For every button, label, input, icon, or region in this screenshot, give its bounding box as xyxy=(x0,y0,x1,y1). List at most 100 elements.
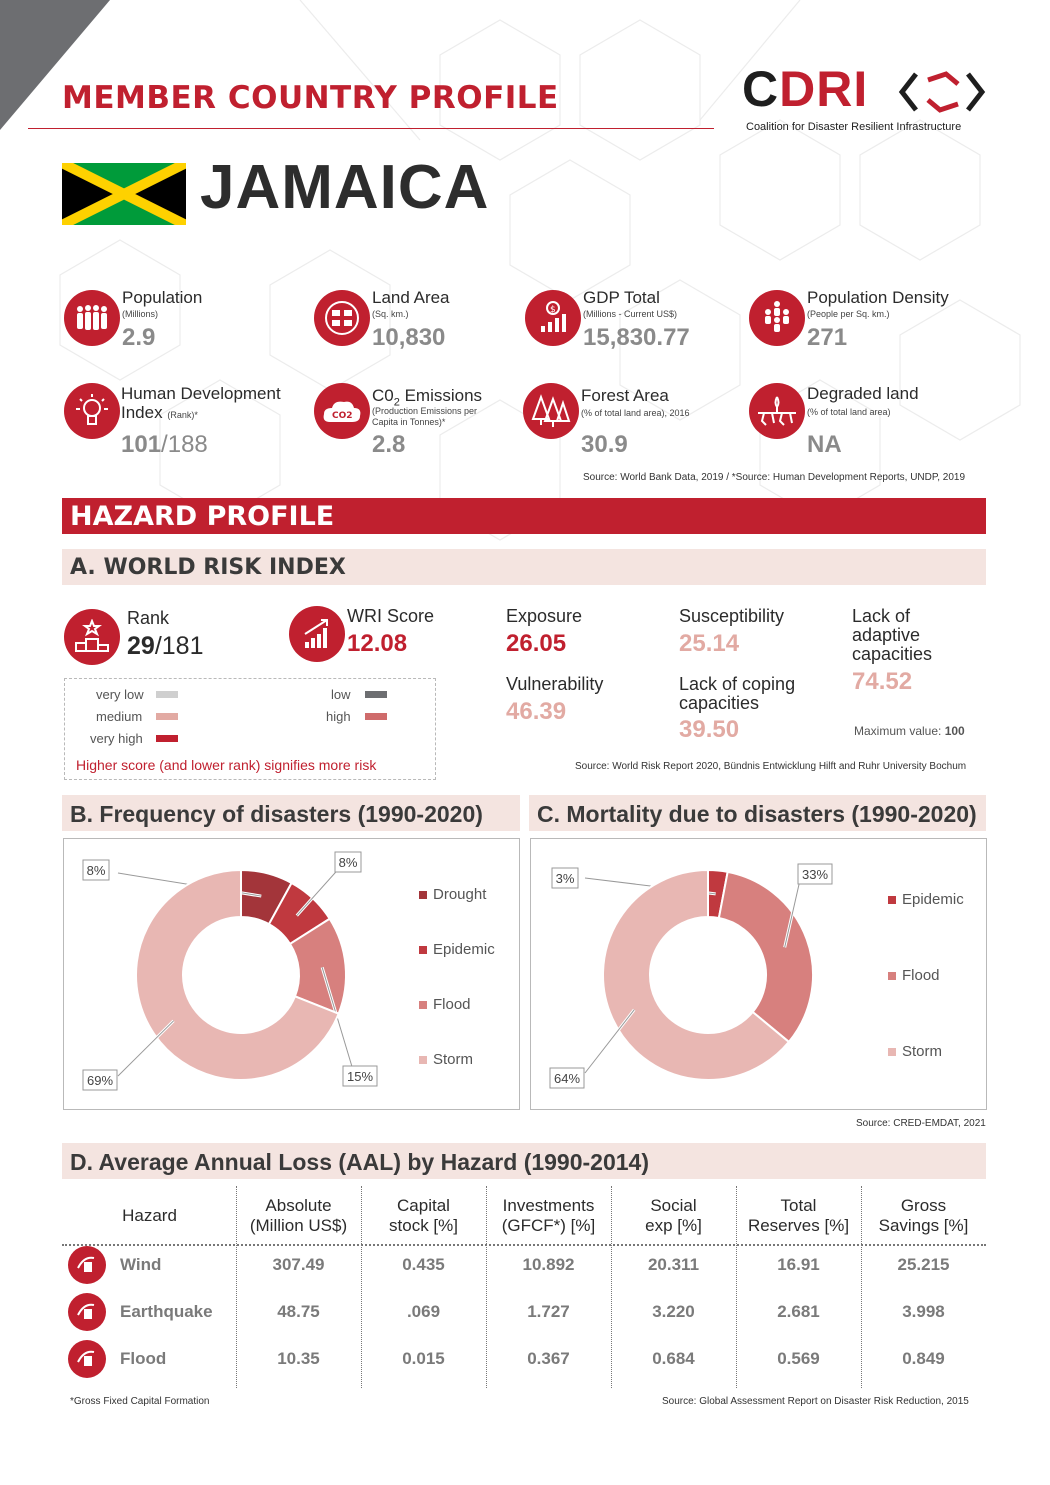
callout-line xyxy=(584,1009,635,1074)
lack-coping-line1: Lack of coping xyxy=(679,674,796,694)
data-label-box xyxy=(334,851,362,873)
co2-label-rest: Emissions xyxy=(399,386,483,405)
column-separator xyxy=(861,1186,862,1388)
legend-high: high xyxy=(326,709,351,724)
table-cell: 307.49 xyxy=(272,1255,325,1274)
data-label: 64% xyxy=(554,1071,580,1086)
legend-swatch-drought xyxy=(419,891,427,899)
page-title: MEMBER COUNTRY PROFILE xyxy=(62,80,559,116)
legend-low-swatch xyxy=(365,691,387,698)
data-label-box xyxy=(82,859,110,881)
table-cell: 0.849 xyxy=(902,1349,945,1368)
land-area-label: Land Area xyxy=(372,288,450,307)
table-header-4: Social exp [%] xyxy=(611,1196,736,1236)
podium-icon xyxy=(64,609,120,665)
table-cell: 2.681 xyxy=(777,1302,820,1321)
data-label-box xyxy=(549,1067,585,1089)
hdi-value: 101/188 xyxy=(121,431,208,459)
gdp-icon: $ xyxy=(525,290,581,346)
aal-footnote: *Gross Fixed Capital Formation xyxy=(70,1396,210,1407)
legend-label-drought: Drought xyxy=(433,886,487,903)
table-header-6: Gross Savings [%] xyxy=(861,1196,986,1236)
legend-label-epidemic: Epidemic xyxy=(902,891,964,908)
header-line: Absolute xyxy=(265,1196,332,1215)
cdri-logo-mark-icon xyxy=(898,71,986,113)
mortality-heading: C. Mortality due to disasters (1990-2020… xyxy=(529,795,986,831)
co2-label-sub: 2 xyxy=(393,396,400,409)
co2-label: C02 Emissions xyxy=(372,386,482,412)
header-line: Reserves [%] xyxy=(747,1216,850,1235)
table-cell: 0.569 xyxy=(777,1349,820,1368)
mortality-donut-chart: 3% 33% 64% Epidemic Flood Storm xyxy=(549,863,964,1089)
trees-icon xyxy=(523,383,579,439)
header-line: Gross xyxy=(900,1196,947,1215)
header-line: Total xyxy=(780,1196,817,1215)
table-header-5: Total Reserves [%] xyxy=(736,1196,861,1236)
data-label: 3% xyxy=(556,871,575,886)
hdi-label-index: Index xyxy=(121,403,163,422)
hazard-name: Wind xyxy=(120,1255,162,1274)
wri-score-label: WRI Score xyxy=(347,606,435,626)
hazard-name: Flood xyxy=(120,1349,167,1368)
lack-adaptive-line3: capacities xyxy=(852,644,933,664)
table-cell: 3.998 xyxy=(902,1302,945,1321)
hdi-label-line2: Index (Rank)* xyxy=(121,403,281,422)
donut-slice-storm xyxy=(602,868,791,1081)
header-line: Hazard xyxy=(122,1206,177,1225)
column-separator xyxy=(736,1186,737,1388)
wri-score-value: 12.08 xyxy=(347,630,408,657)
degraded-value: NA xyxy=(807,431,842,458)
land-area-unit: (Sq. km.) xyxy=(372,309,409,319)
legend-low: low xyxy=(331,687,351,702)
header-line: Savings [%] xyxy=(878,1216,969,1235)
rank-value: 29/181 xyxy=(127,632,203,661)
table-cell: 0.015 xyxy=(402,1349,445,1368)
legend-very-high: very high xyxy=(90,731,143,746)
corner-accent xyxy=(0,0,110,130)
population-label: Population xyxy=(122,288,203,307)
table-cell: 48.75 xyxy=(277,1302,320,1321)
cdri-logo: CDRI xyxy=(742,60,868,118)
aal-source: Source: Global Assessment Report on Disa… xyxy=(662,1396,969,1407)
legend-swatch-storm xyxy=(419,1056,427,1064)
lack-adaptive-line1: Lack of xyxy=(852,606,911,626)
forest-label: Forest Area xyxy=(581,386,669,405)
lack-adaptive-line2: adaptive xyxy=(852,625,921,645)
header-rule xyxy=(28,128,714,129)
hdi-label: Human Development Index (Rank)* xyxy=(121,384,281,422)
population-density-label: Population Density xyxy=(807,288,949,307)
svg-text:$: $ xyxy=(550,305,556,315)
data-label: 33% xyxy=(802,867,828,882)
country-name: JAMAICA xyxy=(200,153,490,222)
rank-label: Rank xyxy=(127,608,170,628)
hazard-profile-heading: HAZARD PROFILE xyxy=(62,498,986,534)
population-density-unit: (People per Sq. km.) xyxy=(807,309,890,319)
hazard-name: Earthquake xyxy=(120,1302,213,1321)
lightbulb-icon xyxy=(64,383,120,439)
logo-dri: DRI xyxy=(779,61,869,117)
co2-label-main: C0 xyxy=(372,386,394,405)
co2-icon: CO2 xyxy=(314,383,370,439)
wri-legend xyxy=(64,678,436,780)
susceptibility-value: 25.14 xyxy=(679,630,740,657)
legend-swatch-epidemic xyxy=(888,896,896,904)
land-area-icon xyxy=(314,290,370,346)
legend-swatch-flood xyxy=(888,972,896,980)
header-divider xyxy=(62,1244,986,1246)
data-label: 69% xyxy=(87,1073,113,1088)
co2-unit-line1: (Production Emissions per xyxy=(372,406,478,416)
table-header-0: Hazard xyxy=(62,1206,237,1226)
risk-note: Higher score (and lower rank) signifies … xyxy=(76,757,377,773)
table-cell: 1.727 xyxy=(527,1302,570,1321)
gdp-unit: (Millions - Current US$) xyxy=(583,309,678,319)
legend-label-storm: Storm xyxy=(902,1043,942,1060)
lack-coping-value: 39.50 xyxy=(679,716,740,743)
frequency-donut-chart: 8% 8% 15% 69% Drought Epidemic Flood Storm xyxy=(82,851,495,1091)
population-density-icon xyxy=(749,290,805,346)
header-line: Capital xyxy=(397,1196,450,1215)
legend-label-epidemic: Epidemic xyxy=(433,941,495,958)
rank-total: /181 xyxy=(154,632,204,660)
exposure-label: Exposure xyxy=(506,606,583,626)
flood-icon xyxy=(68,1340,106,1378)
forest-unit: (% of total land area), 2016 xyxy=(581,408,690,418)
